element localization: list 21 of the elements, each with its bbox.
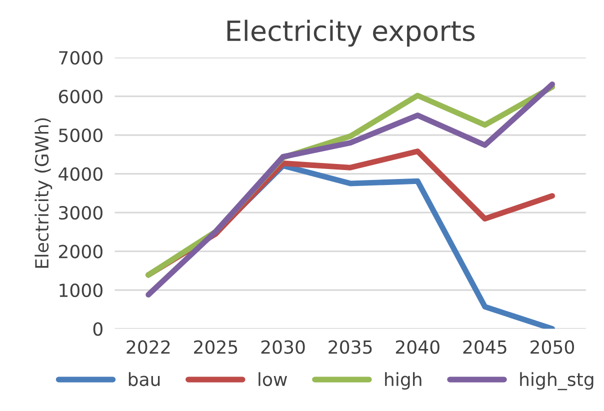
x-tick-label: 2045 — [463, 340, 506, 354]
legend-label: bau — [128, 372, 160, 386]
y-tick-label: 6000 — [58, 90, 102, 104]
chart-title: Electricity exports — [227, 20, 475, 47]
y-tick-label: 2000 — [59, 244, 102, 258]
x-tick-label: 2030 — [261, 340, 305, 354]
y-tick-label: 7000 — [59, 51, 102, 65]
y-tick-label: 4000 — [58, 167, 102, 181]
legend-label: high — [385, 372, 422, 390]
y-tick-label: 0 — [93, 322, 102, 336]
y-tick-label: 5000 — [59, 128, 102, 142]
legend-label: high_stg — [520, 372, 594, 390]
x-tick-label: 2022 — [126, 340, 170, 354]
y-tick-label: 3000 — [59, 206, 102, 220]
x-tick-label: 2040 — [396, 340, 440, 354]
x-tick-label: 2050 — [530, 340, 574, 354]
legend-label: low — [258, 372, 288, 386]
x-tick-label: 2035 — [328, 340, 372, 354]
y-axis-title: Electricity (GWh) — [34, 118, 52, 268]
y-tick-label: 1000 — [60, 284, 102, 298]
x-tick-label: 2025 — [194, 340, 238, 354]
